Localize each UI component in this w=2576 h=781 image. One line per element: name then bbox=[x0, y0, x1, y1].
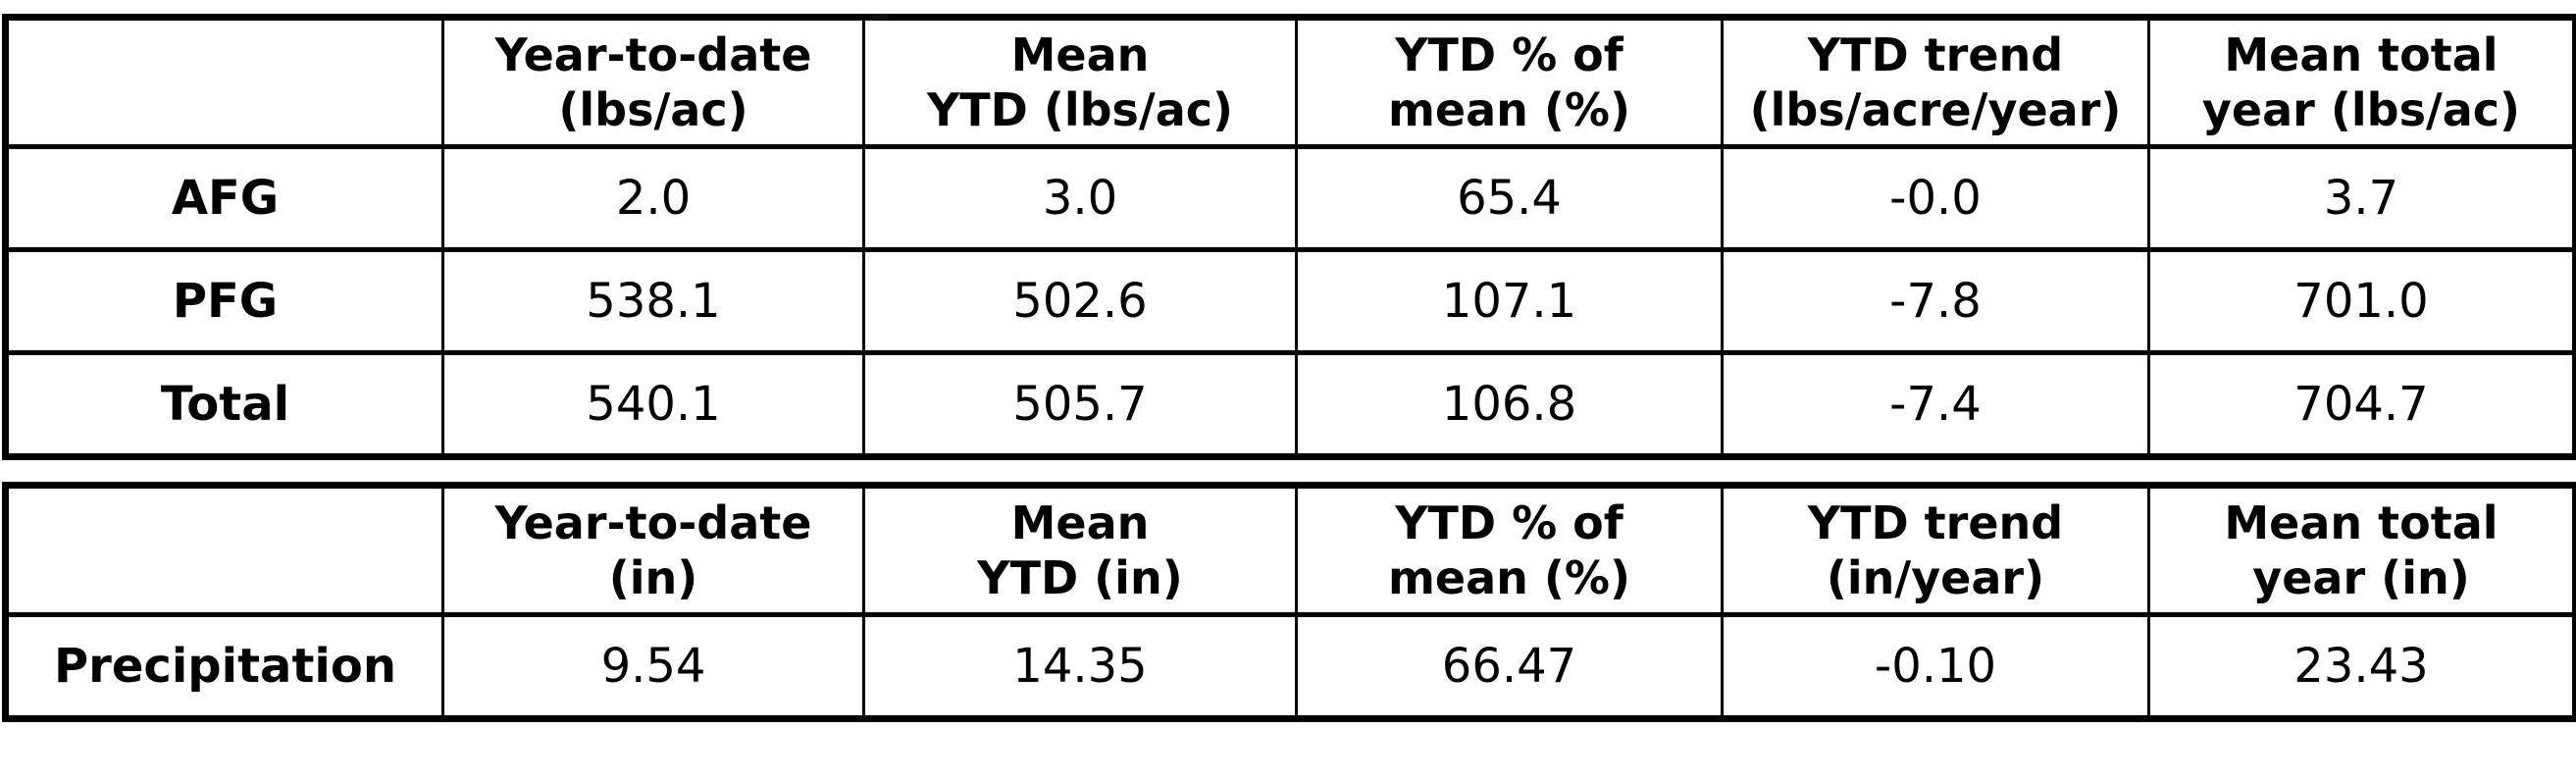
total-mean-total: 704.7 bbox=[2147, 350, 2576, 459]
pfg-ytd: 538.1 bbox=[441, 247, 865, 355]
precip-mean-total: 23.43 bbox=[2147, 612, 2576, 721]
precip-corner-cell bbox=[4, 483, 444, 617]
header-mean-ytd-lbs: Mean YTD (lbs/ac) bbox=[862, 15, 1298, 149]
precip-pct-mean: 66.47 bbox=[1295, 612, 1724, 721]
precip-ytd: 9.54 bbox=[441, 612, 865, 721]
row-label-total: Total bbox=[4, 350, 444, 459]
precipitation-table: Year-to-date (in) Mean YTD (in) YTD % of… bbox=[2, 482, 2576, 722]
table-row-precipitation: Precipitation 9.54 14.35 66.47 -0.10 23.… bbox=[4, 612, 2576, 721]
afg-ytd: 2.0 bbox=[441, 144, 865, 252]
header-ytd-in: Year-to-date (in) bbox=[441, 483, 865, 617]
header-ytd-lbs: Year-to-date (lbs/ac) bbox=[441, 15, 865, 149]
header-mean-total-year-in: Mean total year (in) bbox=[2147, 483, 2576, 617]
table-row-total: Total 540.1 505.7 106.8 -7.4 704.7 bbox=[4, 350, 2576, 459]
header-mean-ytd-in: Mean YTD (in) bbox=[862, 483, 1298, 617]
afg-pct-mean: 65.4 bbox=[1295, 144, 1724, 252]
production-table: Year-to-date (lbs/ac) Mean YTD (lbs/ac) … bbox=[2, 14, 2576, 460]
precip-mean-ytd: 14.35 bbox=[862, 612, 1298, 721]
afg-trend: -0.0 bbox=[1721, 144, 2150, 252]
total-pct-mean: 106.8 bbox=[1295, 350, 1724, 459]
report-canvas: Year-to-date (lbs/ac) Mean YTD (lbs/ac) … bbox=[0, 14, 2576, 722]
total-ytd: 540.1 bbox=[441, 350, 865, 459]
table-row-pfg: PFG 538.1 502.6 107.1 -7.8 701.0 bbox=[4, 247, 2576, 355]
pfg-mean-ytd: 502.6 bbox=[862, 247, 1298, 355]
precipitation-header-row: Year-to-date (in) Mean YTD (in) YTD % of… bbox=[4, 483, 2576, 617]
total-trend: -7.4 bbox=[1721, 350, 2150, 459]
table-row-afg: AFG 2.0 3.0 65.4 -0.0 3.7 bbox=[4, 144, 2576, 252]
header-ytd-trend-lbs: YTD trend (lbs/acre/year) bbox=[1721, 15, 2150, 149]
precip-trend: -0.10 bbox=[1721, 612, 2150, 721]
pfg-trend: -7.8 bbox=[1721, 247, 2150, 355]
pfg-pct-mean: 107.1 bbox=[1295, 247, 1724, 355]
row-label-pfg: PFG bbox=[4, 247, 444, 355]
header-ytd-trend-in: YTD trend (in/year) bbox=[1721, 483, 2150, 617]
header-ytd-pct-mean: YTD % of mean (%) bbox=[1295, 15, 1724, 149]
pfg-mean-total: 701.0 bbox=[2147, 247, 2576, 355]
production-header-row: Year-to-date (lbs/ac) Mean YTD (lbs/ac) … bbox=[4, 15, 2576, 149]
afg-mean-total: 3.7 bbox=[2147, 144, 2576, 252]
row-label-afg: AFG bbox=[4, 144, 444, 252]
header-mean-total-year-lbs: Mean total year (lbs/ac) bbox=[2147, 15, 2576, 149]
production-corner-cell bbox=[4, 15, 444, 149]
row-label-precipitation: Precipitation bbox=[4, 612, 444, 721]
afg-mean-ytd: 3.0 bbox=[862, 144, 1298, 252]
total-mean-ytd: 505.7 bbox=[862, 350, 1298, 459]
cropped-title-artifact bbox=[871, 14, 889, 20]
header-ytd-pct-mean-precip: YTD % of mean (%) bbox=[1295, 483, 1724, 617]
